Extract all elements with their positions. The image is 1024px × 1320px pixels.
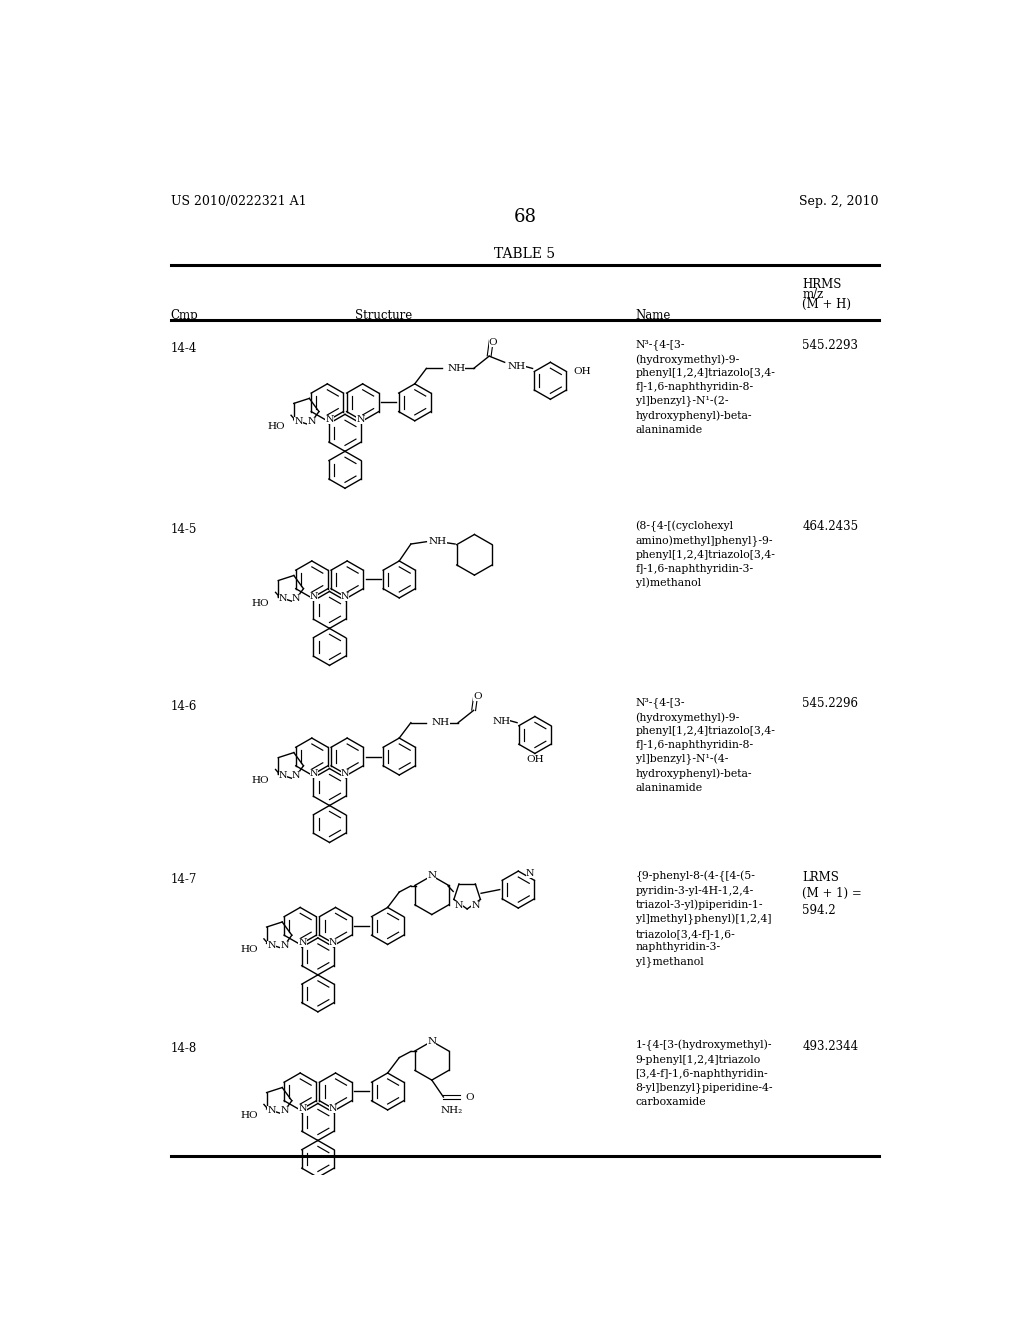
Text: N: N [298,1104,307,1113]
Text: 14-8: 14-8 [171,1043,197,1056]
Text: N: N [294,417,303,426]
Text: 14-4: 14-4 [171,342,197,355]
Text: O: O [465,1093,474,1101]
Text: N: N [307,417,315,426]
Text: N: N [455,900,463,909]
Text: 1-{4-[3-(hydroxymethyl)-
9-phenyl[1,2,4]triazolo
[3,4-f]-1,6-naphthyridin-
8-yl]: 1-{4-[3-(hydroxymethyl)- 9-phenyl[1,2,4]… [636,1040,773,1106]
Text: N: N [279,771,288,780]
Text: N³-{4-[3-
(hydroxymethyl)-9-
phenyl[1,2,4]triazolo[3,4-
f]-1,6-naphthyridin-8-
y: N³-{4-[3- (hydroxymethyl)-9- phenyl[1,2,… [636,697,775,793]
Text: NH₂: NH₂ [440,1106,463,1115]
Text: N: N [310,591,318,601]
Text: 545.2293: 545.2293 [802,339,858,352]
Text: N: N [281,941,289,950]
Text: TABLE 5: TABLE 5 [495,247,555,261]
Text: HRMS: HRMS [802,277,842,290]
Text: N: N [525,869,535,878]
Text: N³-{4-[3-
(hydroxymethyl)-9-
phenyl[1,2,4]triazolo[3,4-
f]-1,6-naphthyridin-8-
y: N³-{4-[3- (hydroxymethyl)-9- phenyl[1,2,… [636,339,775,436]
Text: Cmp: Cmp [171,309,199,322]
Text: HO: HO [252,776,269,785]
Text: (8-{4-[(cyclohexyl
amino)methyl]phenyl}-9-
phenyl[1,2,4]triazolo[3,4-
f]-1,6-nap: (8-{4-[(cyclohexyl amino)methyl]phenyl}-… [636,520,775,589]
Text: N: N [341,770,349,777]
Text: NH: NH [493,717,510,726]
Text: (M + H): (M + H) [802,298,851,310]
Text: 14-7: 14-7 [171,873,197,886]
Text: N: N [471,900,480,909]
Text: N: N [292,771,300,780]
Text: HO: HO [252,599,269,607]
Text: 464.2435: 464.2435 [802,520,858,533]
Text: m/z: m/z [802,288,823,301]
Text: Structure: Structure [355,309,413,322]
Text: Name: Name [636,309,671,322]
Text: N: N [279,594,288,603]
Text: N: N [326,414,334,424]
Text: {9-phenyl-8-(4-{[4-(5-
pyridin-3-yl-4H-1,2,4-
triazol-3-yl)piperidin-1-
yl]methy: {9-phenyl-8-(4-{[4-(5- pyridin-3-yl-4H-1… [636,871,771,966]
Text: N: N [292,594,300,603]
Text: N: N [329,939,338,948]
Text: NH: NH [432,718,450,727]
Text: N: N [281,1106,289,1115]
Text: N: N [329,1104,338,1113]
Text: OH: OH [526,755,544,764]
Text: 493.2344: 493.2344 [802,1040,858,1053]
Text: N: N [341,591,349,601]
Text: HO: HO [240,1110,258,1119]
Text: HO: HO [267,421,285,430]
Text: Sep. 2, 2010: Sep. 2, 2010 [800,195,879,209]
Text: O: O [488,338,498,347]
Text: 68: 68 [513,209,537,227]
Text: LRMS
(M + 1) =
594.2: LRMS (M + 1) = 594.2 [802,871,862,916]
Text: NH: NH [508,363,526,371]
Text: NH: NH [447,364,466,374]
Text: N: N [356,414,365,424]
Text: O: O [473,692,482,701]
Text: N: N [298,939,307,948]
Text: 14-5: 14-5 [171,523,197,536]
Text: N: N [267,1106,275,1115]
Text: N: N [427,1036,436,1045]
Text: N: N [310,770,318,777]
Text: N: N [427,871,436,880]
Text: N: N [267,941,275,950]
Text: US 2010/0222321 A1: US 2010/0222321 A1 [171,195,306,209]
Text: 545.2296: 545.2296 [802,697,858,710]
Text: 14-6: 14-6 [171,700,197,713]
Text: NH: NH [429,537,446,546]
Text: HO: HO [240,945,258,954]
Text: OH: OH [573,367,591,376]
